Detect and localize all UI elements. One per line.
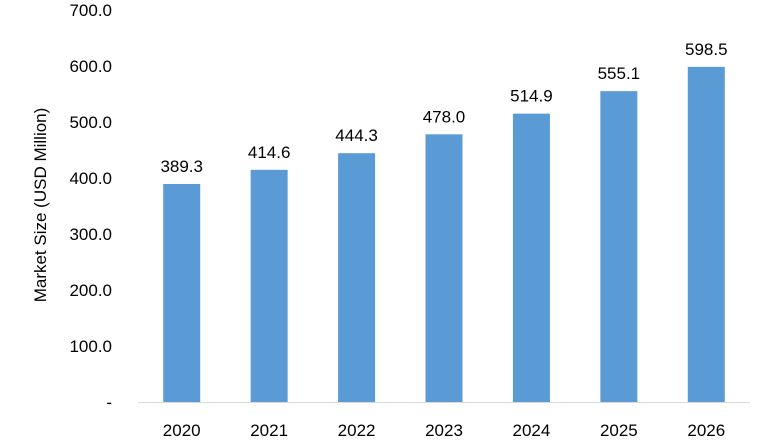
y-tick-label: 700.0 [69, 1, 112, 20]
bars [163, 66, 725, 403]
y-axis-title-group: Market Size (USD Million) [31, 108, 50, 303]
x-tick-label-2022: 2022 [338, 421, 376, 440]
y-axis-ticks: - 100.0 200.0 300.0 400.0 500.0 600.0 700.0 [69, 1, 112, 412]
x-tick-label-2024: 2024 [513, 421, 551, 440]
y-tick-label: - [106, 393, 112, 412]
y-tick-label: 600.0 [69, 57, 112, 76]
y-tick-label: 400.0 [69, 169, 112, 188]
data-label-2024: 514.9 [510, 87, 553, 106]
bar-2023 [425, 134, 463, 402]
x-tick-label-2023: 2023 [425, 421, 463, 440]
data-label-2021: 414.6 [248, 143, 291, 162]
x-tick-label-2026: 2026 [687, 421, 725, 440]
y-tick-label: 100.0 [69, 337, 112, 356]
bar-2024 [512, 113, 550, 402]
data-label-2026: 598.5 [685, 40, 728, 59]
bar-2026 [687, 66, 725, 402]
y-axis-title: Market Size (USD Million) [31, 108, 50, 303]
data-labels: 389.3 414.6 444.3 478.0 514.9 555.1 598.5 [160, 40, 727, 176]
x-tick-label-2025: 2025 [600, 421, 638, 440]
bar-2021 [250, 169, 288, 402]
x-tick-label-2021: 2021 [250, 421, 288, 440]
y-tick-label: 500.0 [69, 113, 112, 132]
x-tick-label-2020: 2020 [163, 421, 201, 440]
bar-2020 [163, 183, 201, 402]
data-label-2020: 389.3 [160, 157, 203, 176]
y-tick-label: 200.0 [69, 281, 112, 300]
data-label-2022: 444.3 [335, 126, 378, 145]
bar-2025 [600, 91, 638, 403]
data-label-2023: 478.0 [423, 107, 466, 126]
y-tick-label: 300.0 [69, 225, 112, 244]
x-axis-ticks: 2020 2021 2022 2023 2024 2025 2026 [163, 421, 725, 440]
bar-2022 [338, 153, 376, 402]
data-label-2025: 555.1 [598, 64, 641, 83]
